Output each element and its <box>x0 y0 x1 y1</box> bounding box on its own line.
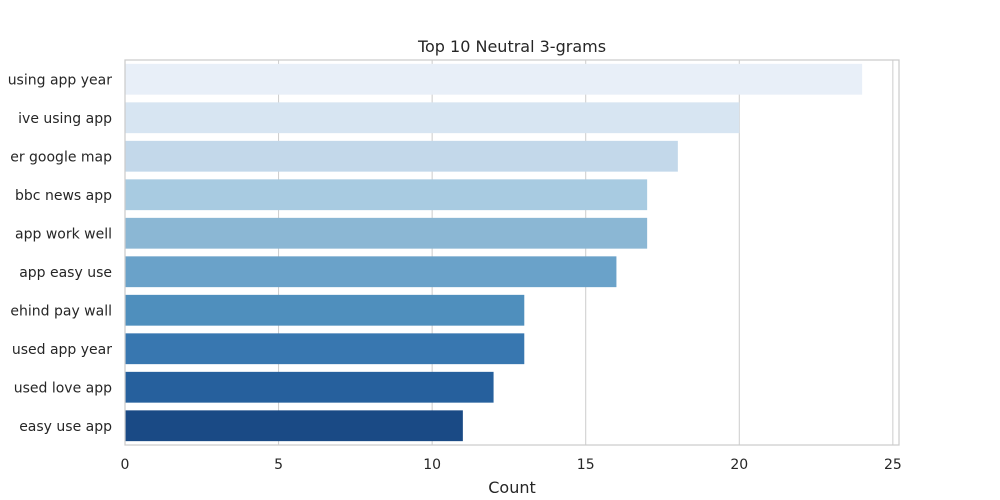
category-labels: using app year ive using app er google map… <box>8 72 113 435</box>
x-axis-label: Count <box>488 478 536 497</box>
bar <box>125 333 525 365</box>
bar <box>125 63 863 95</box>
bar <box>125 179 648 211</box>
category-label: er google map <box>10 149 112 165</box>
x-tick-label: 0 <box>121 457 130 473</box>
category-label: app easy use <box>19 265 112 281</box>
bar <box>125 410 463 442</box>
plot-frame <box>124 59 900 446</box>
x-tick-label: 10 <box>423 457 441 473</box>
x-tick-label: 15 <box>577 457 595 473</box>
category-label: app work well <box>15 226 112 242</box>
category-label: easy use app <box>19 419 112 435</box>
x-ticks: 0 5 10 15 20 25 <box>121 457 902 473</box>
bar <box>125 102 740 134</box>
x-tick-label: 20 <box>730 457 748 473</box>
bar <box>125 294 525 326</box>
category-label: used app year <box>12 342 112 358</box>
category-label: ive using app <box>18 111 112 127</box>
category-label: bbc news app <box>15 188 112 204</box>
bar <box>125 371 494 403</box>
chart-title: Top 10 Neutral 3-grams <box>417 37 606 56</box>
bar <box>125 140 678 172</box>
bar <box>125 256 617 288</box>
bars <box>125 63 863 442</box>
category-label: used love app <box>14 380 112 396</box>
category-label: using app year <box>8 72 113 88</box>
x-tick-label: 25 <box>884 457 902 473</box>
bar <box>125 217 648 249</box>
category-label: ehind pay wall <box>10 303 112 319</box>
x-tick-label: 5 <box>274 457 283 473</box>
